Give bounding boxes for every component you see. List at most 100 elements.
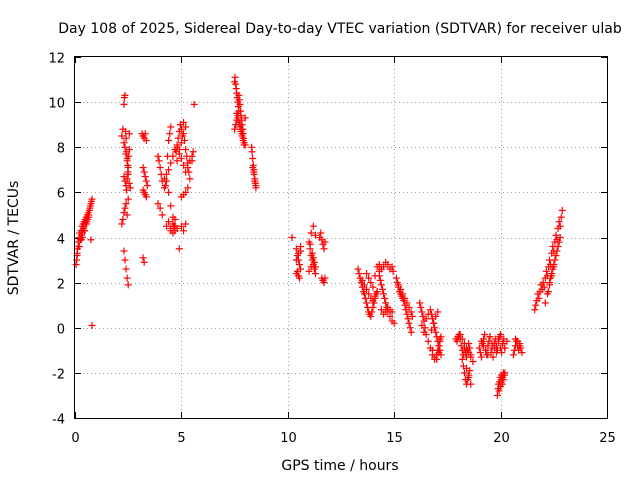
data-point <box>142 136 150 144</box>
data-point <box>539 279 547 287</box>
data-point <box>416 299 424 307</box>
data-point <box>518 349 526 357</box>
data-point <box>173 224 181 232</box>
data-point <box>404 315 412 323</box>
data-point <box>540 283 548 291</box>
data-point <box>433 355 441 363</box>
data-point <box>155 157 163 165</box>
data-point <box>380 290 388 298</box>
data-point <box>383 303 391 311</box>
data-point <box>363 270 371 278</box>
data-point <box>177 125 185 133</box>
data-point <box>407 328 415 336</box>
data-point <box>234 112 242 120</box>
data-point <box>475 344 483 352</box>
data-point <box>436 335 444 343</box>
data-point <box>180 130 188 138</box>
data-point <box>141 173 149 181</box>
data-point <box>297 247 305 255</box>
data-point <box>249 155 257 163</box>
x-axis-label: GPS time / hours <box>281 458 398 474</box>
data-point <box>122 200 130 208</box>
data-point <box>241 114 249 122</box>
data-point <box>306 240 314 248</box>
data-point <box>305 267 313 275</box>
data-point <box>163 170 171 178</box>
data-point <box>122 265 130 273</box>
data-point <box>424 310 432 318</box>
data-point <box>467 353 475 361</box>
data-point <box>405 319 413 327</box>
data-point <box>371 292 379 300</box>
data-point <box>251 177 259 185</box>
data-point <box>552 231 560 239</box>
data-point <box>386 312 394 320</box>
data-point <box>122 127 130 135</box>
data-point <box>430 319 438 327</box>
data-point <box>480 342 488 350</box>
data-point <box>238 130 246 138</box>
data-point <box>490 344 498 352</box>
data-point <box>458 355 466 363</box>
data-point <box>458 335 466 343</box>
data-point <box>514 337 522 345</box>
chart-title: Day 108 of 2025, Sidereal Day-to-day VTE… <box>58 21 622 37</box>
data-point <box>231 125 239 133</box>
data-point <box>369 297 377 305</box>
data-point <box>126 184 134 192</box>
data-point <box>498 380 506 388</box>
data-point <box>190 100 198 108</box>
data-point <box>532 301 540 309</box>
x-tick-label: 10 <box>280 431 297 446</box>
data-point <box>293 267 301 275</box>
data-point <box>482 346 490 354</box>
data-point <box>142 193 150 201</box>
data-point <box>288 234 296 241</box>
data-point <box>156 164 164 172</box>
data-point <box>167 159 175 167</box>
data-point <box>88 195 96 203</box>
axis-ticks: 0 5 10 15 20 25 -4 -2 0 2 4 6 8 10 12 <box>48 52 615 447</box>
data-point <box>235 96 243 104</box>
data-point <box>477 337 485 345</box>
data-point <box>308 249 316 257</box>
data-point <box>296 261 304 269</box>
data-point <box>120 247 128 255</box>
data-point <box>551 256 559 264</box>
data-point <box>142 177 150 185</box>
data-point <box>252 182 260 190</box>
y-tick-label: 12 <box>48 52 65 67</box>
x-tick-label: 20 <box>493 431 510 446</box>
data-point <box>188 157 196 165</box>
data-point <box>484 351 492 359</box>
data-point <box>501 344 509 352</box>
data-point <box>435 349 443 357</box>
data-point <box>501 369 509 377</box>
data-point <box>355 270 363 278</box>
data-point <box>548 272 556 280</box>
data-point <box>236 100 244 108</box>
data-point <box>81 227 89 235</box>
data-point <box>85 213 93 221</box>
data-point <box>558 206 566 214</box>
y-tick-label: 6 <box>57 187 65 202</box>
data-point <box>429 346 437 354</box>
data-point <box>232 80 240 88</box>
data-point <box>481 331 489 339</box>
data-point <box>158 211 166 219</box>
data-point <box>535 294 543 302</box>
data-point <box>182 146 190 154</box>
data-point <box>499 340 507 348</box>
data-point <box>139 164 147 172</box>
data-point <box>78 234 86 241</box>
x-tick-label: 15 <box>386 431 403 446</box>
data-point <box>186 175 194 183</box>
data-point <box>467 380 475 388</box>
data-point <box>309 254 317 262</box>
data-point <box>542 267 550 275</box>
data-point <box>460 369 468 377</box>
data-point <box>377 306 385 314</box>
data-point <box>140 258 148 266</box>
data-point <box>169 220 177 228</box>
